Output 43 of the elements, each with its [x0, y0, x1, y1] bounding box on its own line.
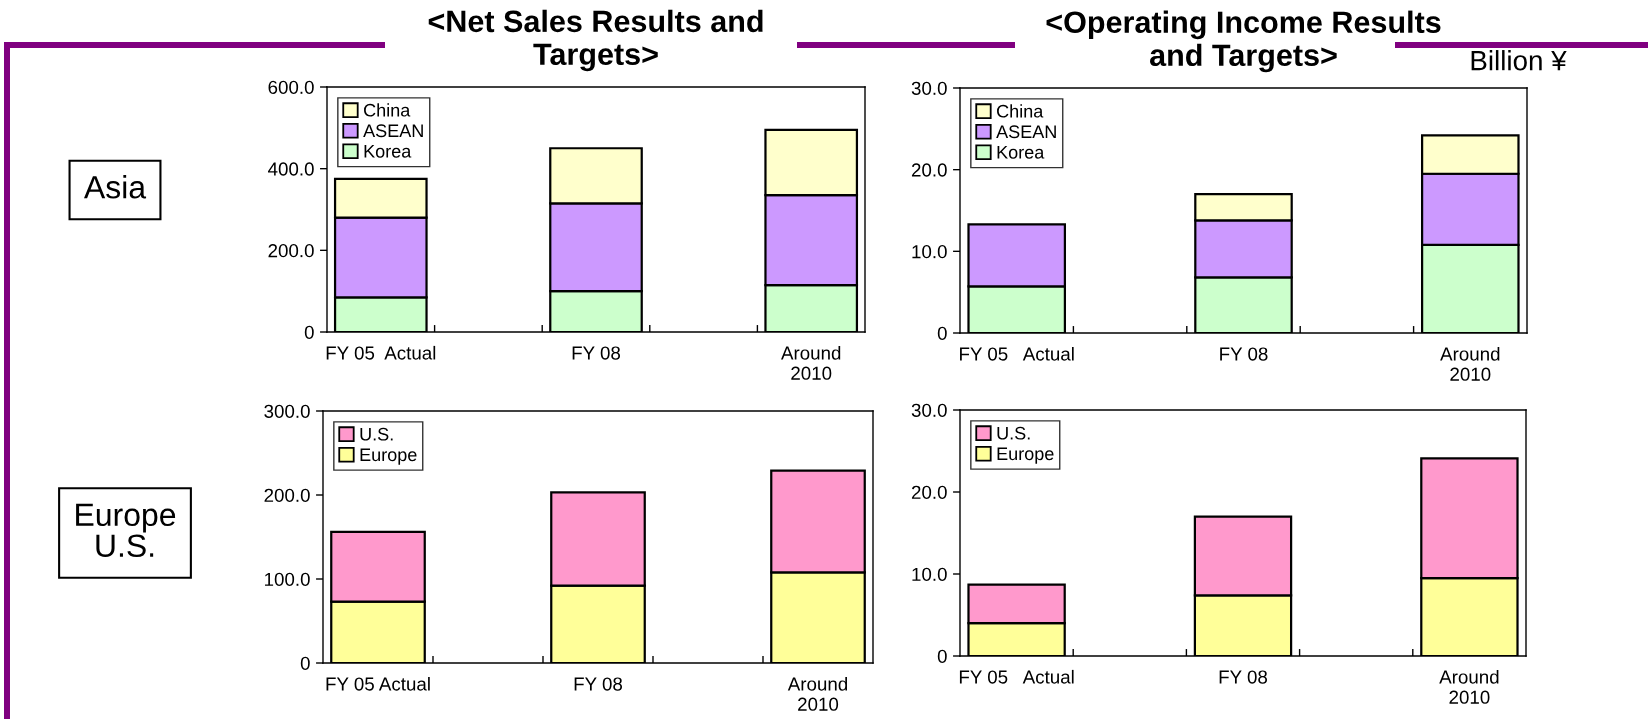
legend-label: Korea [997, 146, 1045, 159]
text: Asia [83, 175, 147, 199]
y-tick-label: 0 [937, 326, 947, 340]
x-tick-label: Around 2010 [787, 676, 848, 711]
x-tick-label: FY 08 [1219, 670, 1268, 684]
x-tick-label: FY 05 Actual [326, 345, 436, 360]
x-tick-label: Around 2010 [781, 345, 841, 380]
y-tick-label: 300.0 [264, 404, 310, 418]
y-tick-label: 30.0 [911, 403, 947, 417]
y-tick-label: 0 [304, 325, 314, 339]
legend-label: Europe [360, 448, 417, 465]
text: Europe U.S. [76, 503, 176, 558]
y-tick-label: 400.0 [268, 162, 314, 176]
x-tick-label: FY 05 Actual [959, 669, 1074, 684]
legend-label: ASEAN [996, 125, 1056, 139]
x-tick-label: Around 2010 [1439, 669, 1499, 704]
legend-label: China [364, 103, 411, 117]
legend-label: U.S. [997, 426, 1030, 440]
legend-label: ASEAN [363, 124, 423, 138]
x-tick-label: FY 05 Actual [326, 676, 430, 691]
y-tick-label: 0 [937, 649, 947, 663]
y-tick-label: 600.0 [268, 80, 314, 94]
x-tick-label: FY 08 [574, 677, 623, 691]
legend-label: Europe [997, 447, 1054, 464]
legend-label: China [997, 104, 1044, 118]
y-tick-label: 10.0 [912, 567, 947, 581]
y-tick-label: 100.0 [265, 572, 310, 586]
y-tick-label: 200.0 [264, 488, 310, 502]
x-tick-label: FY 08 [1220, 347, 1268, 361]
y-tick-label: 30.0 [911, 81, 947, 95]
x-tick-label: FY 08 [572, 346, 621, 360]
x-tick-label: FY 05 Actual [960, 346, 1074, 361]
text: Billion ¥ [1471, 50, 1567, 71]
chart-title: <Operating Income Results and Targets> [1046, 10, 1441, 73]
chart-title: <Net Sales Results and Targets> [428, 9, 763, 72]
y-tick-label: 0 [300, 656, 310, 670]
y-tick-label: 10.0 [912, 245, 947, 259]
y-tick-label: 200.0 [268, 244, 314, 258]
y-tick-label: 20.0 [911, 163, 947, 177]
y-tick-label: 20.0 [911, 485, 947, 499]
legend-label: Korea [364, 145, 412, 158]
x-tick-label: Around 2010 [1440, 346, 1500, 381]
legend-label: U.S. [360, 427, 393, 441]
